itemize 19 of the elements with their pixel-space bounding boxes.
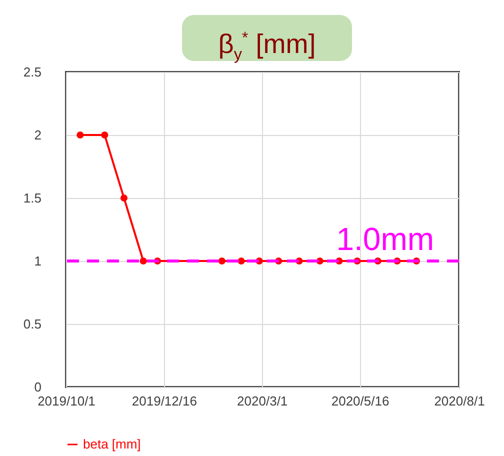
- point: [76, 131, 84, 139]
- x-tick-label: 2020/8/1: [434, 394, 485, 408]
- ref-line-label: 1.0mm: [336, 221, 434, 257]
- x-tick-label: 2019/12/16: [132, 394, 197, 408]
- point: [120, 194, 128, 202]
- x-tick-label: 2020/3/1: [237, 394, 288, 408]
- legend-label: beta [mm]: [83, 436, 141, 452]
- y-tick-label: 0.5: [23, 316, 42, 332]
- chart-title: β$_{y}$$^{*}$ [mm]: [182, 15, 352, 64]
- point: [218, 257, 226, 265]
- y-tick-label: 1: [34, 254, 42, 268]
- y-tick-label: 1.5: [23, 190, 42, 206]
- point: [140, 257, 147, 265]
- y-tick-label: 0: [34, 380, 42, 394]
- y-tick-label: 2.5: [23, 64, 42, 80]
- x-tick-label: 2019/10/1: [38, 394, 96, 408]
- y-tick-label: 2: [34, 128, 42, 142]
- point: [101, 131, 108, 139]
- x-tick-label: 2020/5/16: [331, 394, 390, 408]
